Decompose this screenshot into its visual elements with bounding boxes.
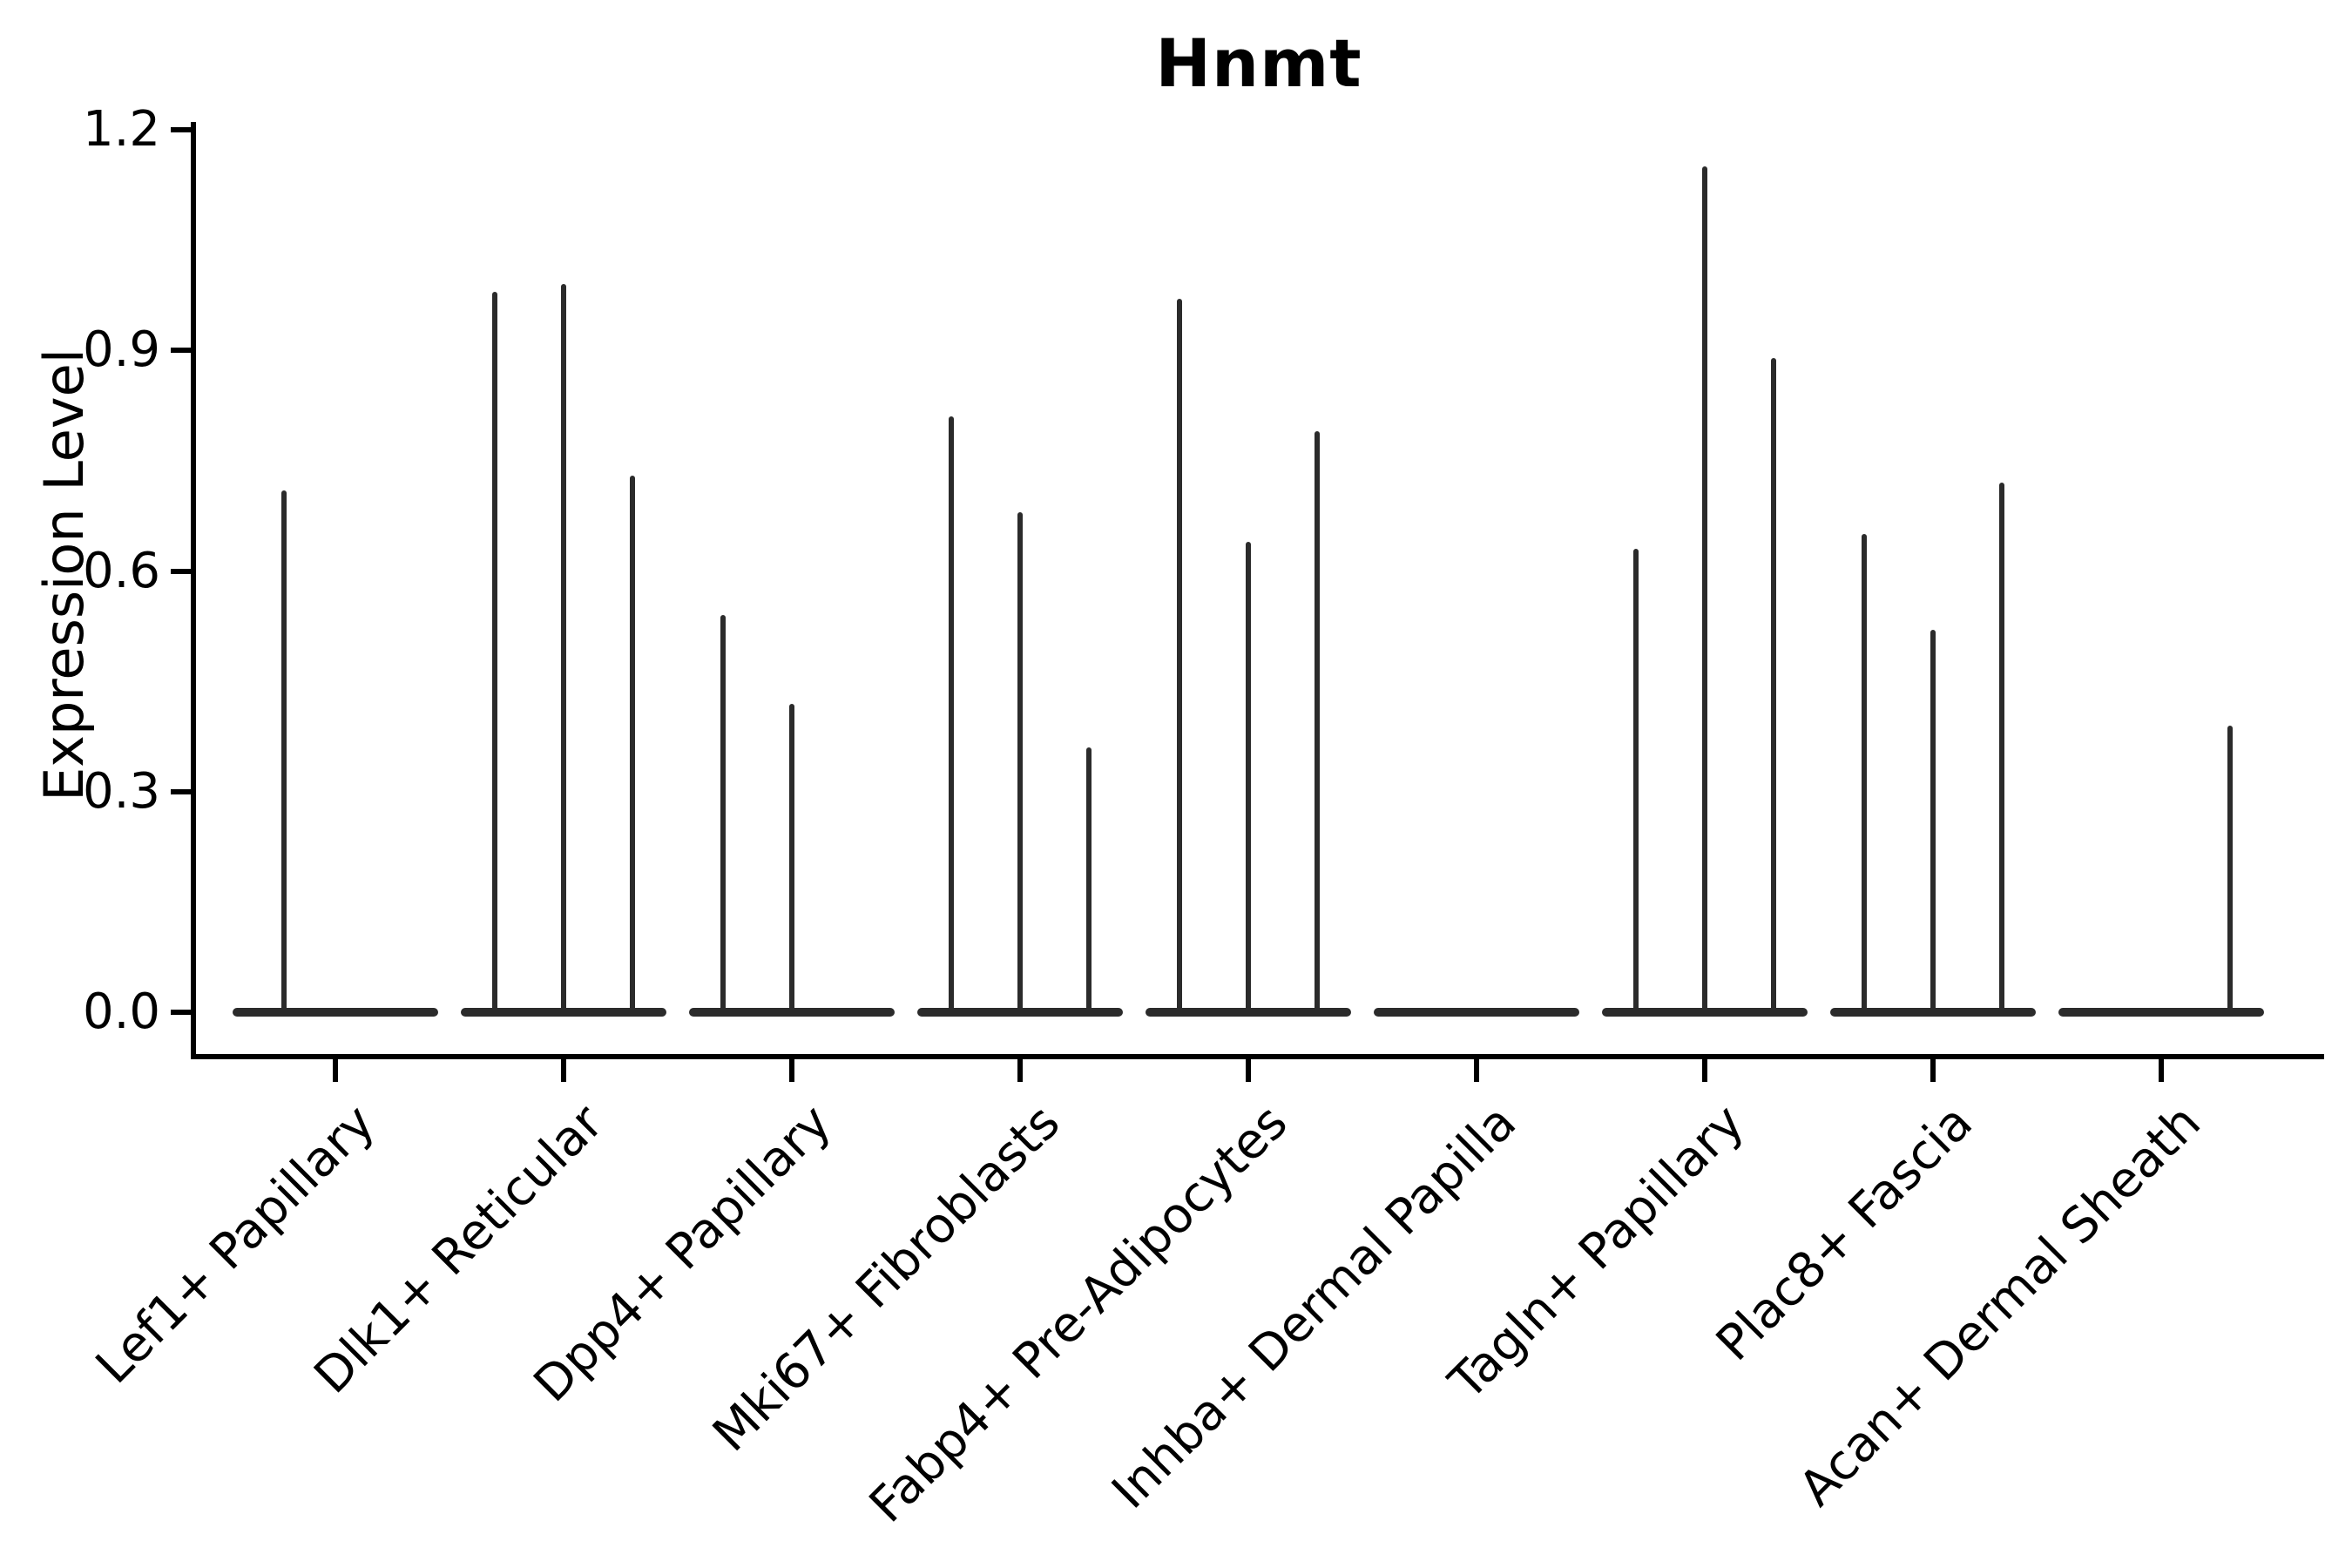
violin-spike <box>789 703 794 1016</box>
violin-spike <box>1017 512 1023 1016</box>
x-tick-mark <box>1702 1059 1707 1082</box>
violin-spike <box>280 490 287 1016</box>
violin-spike <box>1086 747 1092 1016</box>
chart-title: Hnmt <box>1155 24 1362 102</box>
y-tick-label: 0.9 <box>82 321 160 379</box>
violin-spike <box>2227 725 2233 1016</box>
y-tick-mark <box>171 1010 193 1015</box>
y-tick-mark <box>171 788 193 794</box>
x-tick-mark <box>1930 1059 1936 1082</box>
x-tick-label: Fabp4+ Pre-Adipocytes <box>859 1094 1299 1534</box>
x-tick-label: Inhba+ Dermal Papilla <box>1101 1094 1527 1520</box>
x-tick-label: Acan+ Dermal Sheath <box>1788 1094 2212 1517</box>
y-tick-label: 0.3 <box>82 762 160 820</box>
y-tick-mark <box>171 127 193 133</box>
x-tick-mark <box>1017 1059 1023 1082</box>
violin-base <box>2058 1008 2264 1017</box>
x-axis-spine <box>191 1054 2324 1059</box>
y-tick-mark <box>171 568 193 574</box>
violin-spike <box>492 291 497 1016</box>
violin-spike <box>1633 549 1639 1016</box>
violin-spike <box>630 475 635 1016</box>
y-tick-label: 0.0 <box>82 983 160 1040</box>
y-tick-label: 1.2 <box>82 101 160 159</box>
x-tick-mark <box>1246 1059 1251 1082</box>
x-tick-mark <box>2159 1059 2164 1082</box>
violin-spike <box>1315 431 1320 1016</box>
x-tick-mark <box>789 1059 794 1082</box>
violin-spike <box>1177 299 1182 1016</box>
y-tick-label: 0.6 <box>82 542 160 599</box>
y-tick-mark <box>171 348 193 354</box>
x-tick-mark <box>1474 1059 1479 1082</box>
violin-spike <box>1702 166 1707 1016</box>
x-tick-mark <box>561 1059 566 1082</box>
violin-spike <box>720 615 726 1016</box>
violin-spike <box>949 416 954 1016</box>
y-axis-spine <box>191 122 196 1059</box>
violin-base <box>1374 1008 1579 1017</box>
violin-spike <box>1246 541 1251 1016</box>
violin-spike <box>1771 357 1776 1016</box>
violin-spike <box>1999 483 2004 1016</box>
x-tick-mark <box>333 1059 338 1082</box>
violin-base <box>233 1008 438 1017</box>
violin-spike <box>561 284 566 1016</box>
violin-spike <box>1862 534 1867 1016</box>
violin-spike <box>1930 630 1936 1016</box>
